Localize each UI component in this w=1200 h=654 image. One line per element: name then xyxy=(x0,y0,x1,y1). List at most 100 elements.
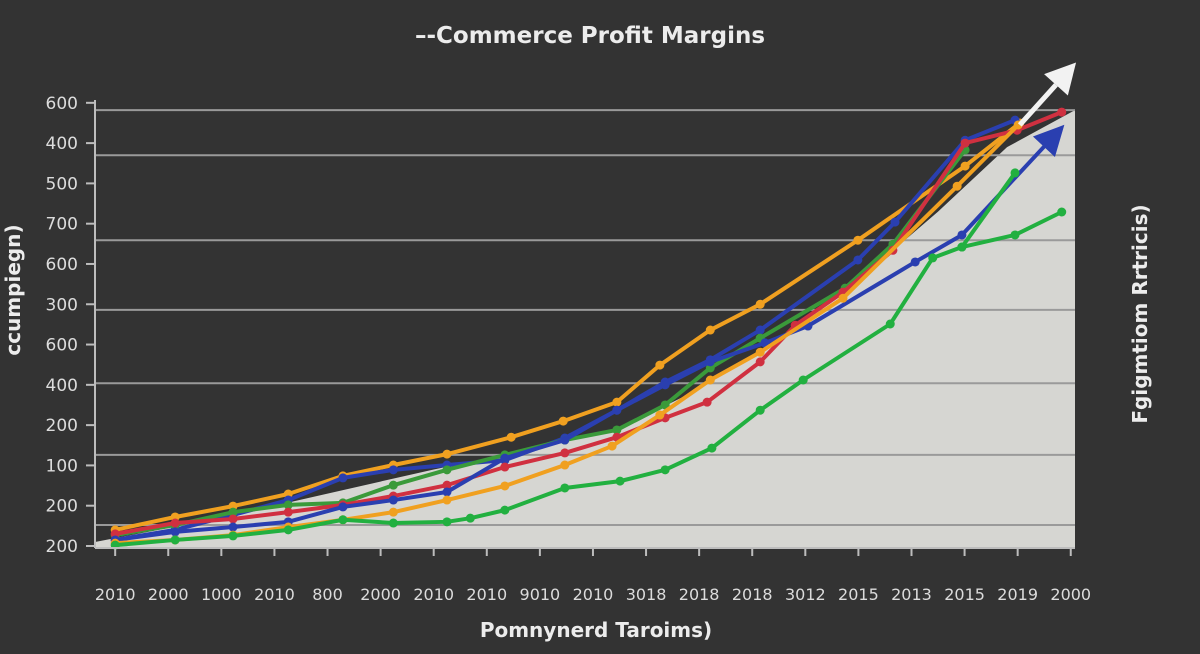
data-point xyxy=(442,495,452,505)
data-point xyxy=(388,465,398,475)
data-point xyxy=(755,325,765,335)
series-line-1 xyxy=(113,120,1022,532)
data-point xyxy=(442,449,452,459)
data-point xyxy=(442,517,452,527)
series-lines xyxy=(110,62,1077,550)
x-tick-label: 3018 xyxy=(626,585,667,604)
data-point xyxy=(660,400,670,410)
plot-fill-area xyxy=(95,110,1075,548)
y-tick-label: 300 xyxy=(46,295,78,315)
x-tick-label: 2015 xyxy=(944,585,985,604)
data-point xyxy=(228,514,238,524)
data-point xyxy=(560,435,570,445)
x-tick-label: 2013 xyxy=(891,585,932,604)
data-point xyxy=(500,453,510,463)
data-point xyxy=(755,299,765,309)
y-axis-label: ccumpiegn) xyxy=(1,224,25,355)
data-point xyxy=(957,230,967,240)
data-point xyxy=(338,502,348,512)
data-point xyxy=(283,507,293,517)
data-point xyxy=(338,515,348,525)
series-line-8 xyxy=(959,170,1018,250)
x-tick-label: 2015 xyxy=(838,585,879,604)
data-point xyxy=(705,357,715,367)
y-tick-label: 600 xyxy=(46,255,78,275)
data-point xyxy=(170,518,180,528)
data-point xyxy=(442,487,452,497)
y-tick-label: 600 xyxy=(46,94,78,114)
data-point xyxy=(1010,168,1020,178)
gridlines xyxy=(95,109,1075,527)
data-point xyxy=(170,535,180,545)
x-tick-label: 1000 xyxy=(201,585,242,604)
y-tick-label: 600 xyxy=(46,336,78,356)
data-point xyxy=(655,360,665,370)
trend-arrowhead xyxy=(1044,62,1077,96)
data-point xyxy=(500,481,510,491)
data-point xyxy=(755,357,765,367)
x-tick-label: 2018 xyxy=(679,585,720,604)
data-point xyxy=(1057,107,1067,117)
y-tick-label: 100 xyxy=(46,456,78,476)
data-point xyxy=(388,480,398,490)
data-point xyxy=(615,476,625,486)
data-point xyxy=(705,325,715,335)
data-point xyxy=(560,460,570,470)
data-point xyxy=(853,255,863,265)
x-tick-label: 2018 xyxy=(732,585,773,604)
x-tick-label: 9010 xyxy=(520,585,561,604)
data-point xyxy=(838,293,848,303)
data-point xyxy=(612,405,622,415)
data-point xyxy=(660,465,670,475)
y-tick-label: 500 xyxy=(46,174,78,194)
x-axis-label: Pomnynerd Taroims) xyxy=(480,618,712,642)
y-axis-label-right: Fgigmtiom Rrtricis) xyxy=(1128,204,1152,423)
data-point xyxy=(960,161,970,171)
data-point xyxy=(952,181,962,191)
data-point xyxy=(705,375,715,385)
data-point xyxy=(890,217,900,227)
x-tick-label: 3012 xyxy=(785,585,826,604)
x-tick-label: 2010 xyxy=(413,585,454,604)
x-tick-label: 2019 xyxy=(997,585,1038,604)
data-point xyxy=(1057,207,1067,217)
series-arrowhead xyxy=(1032,124,1065,157)
data-point xyxy=(607,441,617,451)
data-point xyxy=(338,473,348,483)
data-point xyxy=(755,405,765,415)
data-point xyxy=(500,505,510,515)
x-tick-label: 2000 xyxy=(360,585,401,604)
data-point xyxy=(558,416,568,426)
data-point xyxy=(1010,230,1020,240)
chart-title: –-Commerce Profit Margins xyxy=(415,23,765,49)
data-point xyxy=(560,448,570,458)
data-point xyxy=(388,507,398,517)
data-point xyxy=(228,522,238,532)
data-point xyxy=(500,462,510,472)
data-point xyxy=(228,507,238,517)
trend-arrow-shaft xyxy=(1017,83,1058,127)
data-point xyxy=(228,531,238,541)
data-point xyxy=(960,138,970,148)
data-point xyxy=(755,347,765,357)
y-tick-label: 200 xyxy=(46,537,78,557)
data-point xyxy=(170,527,180,537)
data-point xyxy=(928,253,938,263)
data-point xyxy=(465,513,475,523)
data-point xyxy=(506,432,516,442)
data-point xyxy=(442,480,452,490)
x-tick-label: 2000 xyxy=(148,585,189,604)
data-point xyxy=(283,525,293,535)
x-tick-label: 2010 xyxy=(95,585,136,604)
y-tick-label: 200 xyxy=(46,497,78,517)
data-point xyxy=(612,397,622,407)
data-point xyxy=(910,257,920,267)
data-point xyxy=(702,397,712,407)
x-tick-label: 2010 xyxy=(466,585,507,604)
data-point xyxy=(612,425,622,435)
data-point xyxy=(885,319,895,329)
data-point xyxy=(442,465,452,475)
x-tick-label: 2010 xyxy=(254,585,295,604)
x-tick-label: 800 xyxy=(312,585,343,604)
y-tick-label: 400 xyxy=(46,134,78,154)
